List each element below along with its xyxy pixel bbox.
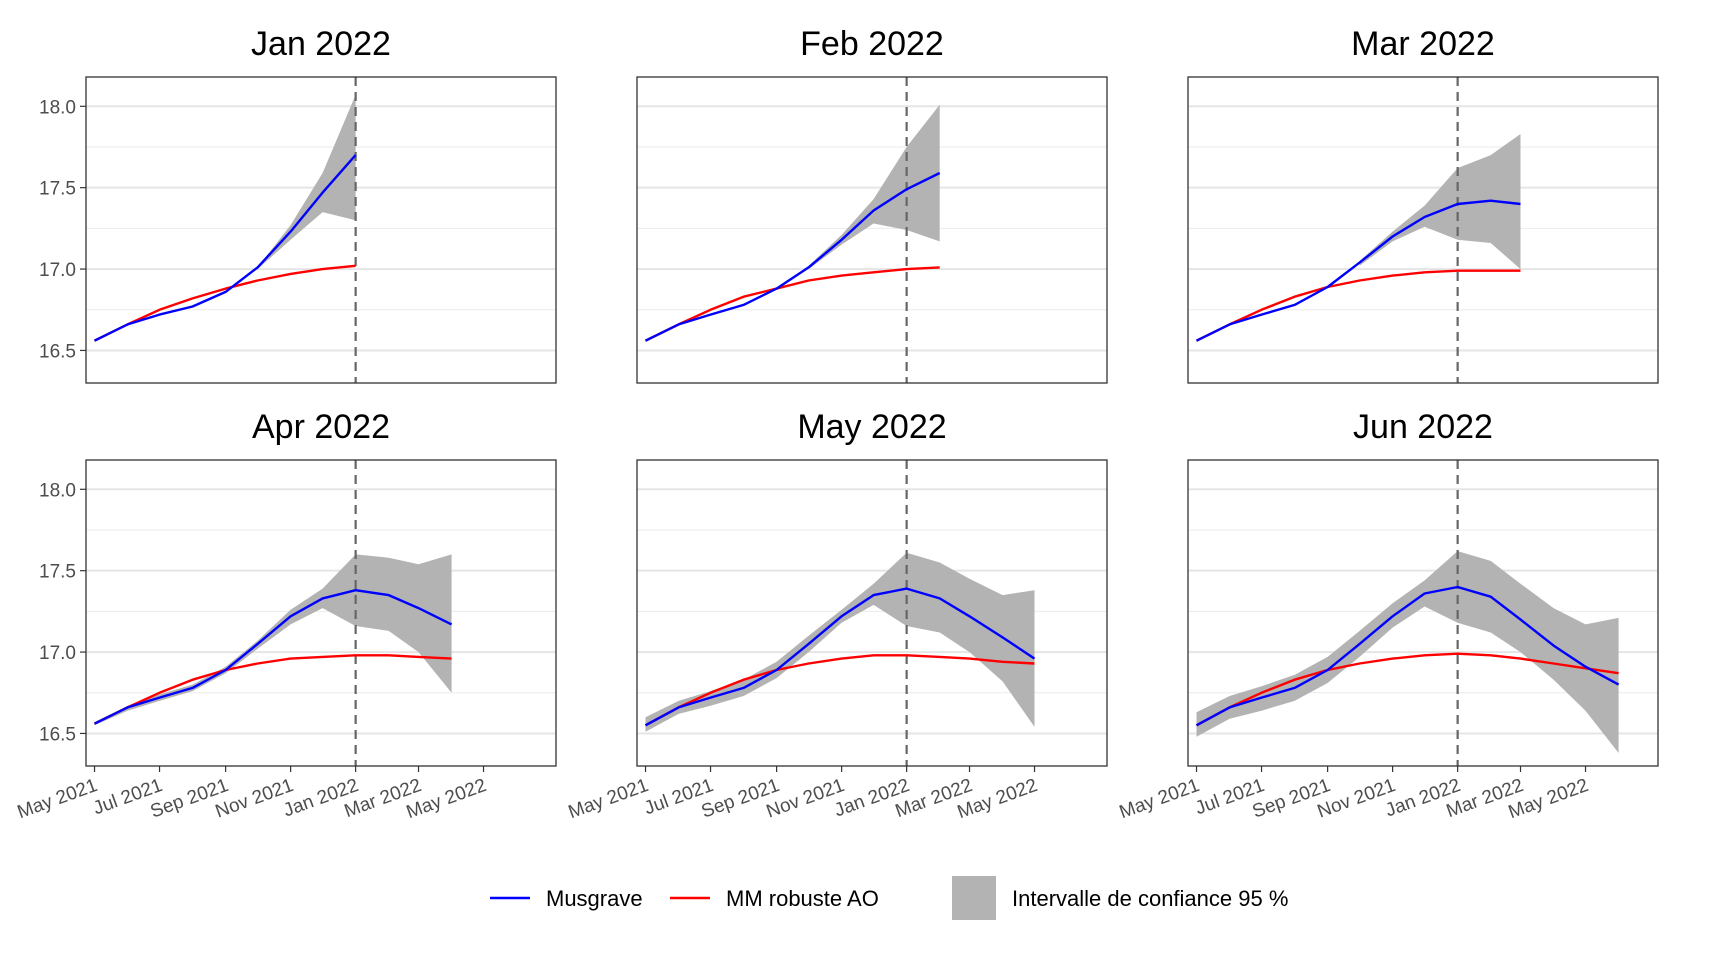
- legend-label-musgrave: Musgrave: [546, 886, 643, 911]
- legend-label-robust: MM robuste AO: [726, 886, 879, 911]
- series-robust-line: [644, 654, 1035, 727]
- y-tick-label: 17.5: [39, 179, 76, 200]
- y-tick-label: 17.0: [39, 260, 76, 281]
- series-musgrave-line: [93, 589, 453, 725]
- series-robust-line: [93, 654, 452, 725]
- panel-border: [636, 76, 1108, 384]
- legend-key-band: [952, 876, 996, 920]
- x-tick-label: May 2021: [566, 775, 652, 823]
- series-robust-line: [1195, 269, 1521, 342]
- y-tick-label: 17.0: [39, 643, 76, 664]
- confidence-band: [257, 94, 356, 270]
- series-musgrave-line: [1195, 199, 1521, 342]
- panel-background: [86, 77, 556, 383]
- y-tick-label: 16.5: [39, 724, 76, 745]
- x-tick-label: May 2021: [1117, 775, 1203, 823]
- panel-1: Jan 2022 16.5 17.0 17.5 18.0: [39, 25, 557, 384]
- legend: Musgrave MM robuste AO Intervalle de con…: [490, 876, 1288, 920]
- series-musgrave-line: [1195, 585, 1620, 727]
- panel-title: Mar 2022: [1351, 25, 1495, 63]
- panel-border: [85, 76, 557, 384]
- panel-background: [637, 460, 1107, 766]
- panel-background: [1188, 77, 1658, 383]
- panel-title: Jun 2022: [1353, 408, 1493, 446]
- panel-background: [637, 77, 1107, 383]
- series-musgrave-line: [644, 171, 941, 342]
- legend-label-band: Intervalle de confiance 95 %: [1012, 886, 1288, 911]
- panel-background: [86, 460, 556, 766]
- confidence-band: [1359, 134, 1521, 270]
- panel-border: [1187, 76, 1659, 384]
- y-tick-label: 17.5: [39, 562, 76, 583]
- confidence-band: [94, 554, 452, 726]
- panel-border: [1187, 459, 1659, 767]
- panels-layer: Jan 2022 16.5 17.0 17.5 18.0 Feb 2022 Mar 2022…: [15, 25, 1659, 823]
- panel-title: Jan 2022: [251, 25, 391, 63]
- panel-background: [1188, 460, 1658, 766]
- panel-3: Mar 2022: [1187, 25, 1659, 384]
- panel-border: [85, 459, 557, 767]
- y-tick-label: 16.5: [39, 341, 76, 362]
- series-robust-line: [1195, 652, 1619, 727]
- panel-title: Apr 2022: [252, 408, 390, 446]
- x-tick-label: May 2021: [15, 775, 101, 823]
- series-robust-line: [644, 266, 940, 342]
- series-robust-line: [93, 264, 356, 342]
- panel-title: May 2022: [797, 408, 946, 446]
- y-tick-label: 18.0: [39, 97, 76, 118]
- y-tick-label: 18.0: [39, 480, 76, 501]
- panel-2: Feb 2022: [636, 25, 1108, 384]
- confidence-band: [1196, 551, 1619, 753]
- series-musgrave-line: [93, 154, 357, 342]
- panel-border: [636, 459, 1108, 767]
- series-musgrave-line: [644, 587, 1036, 727]
- panel-title: Feb 2022: [800, 25, 944, 63]
